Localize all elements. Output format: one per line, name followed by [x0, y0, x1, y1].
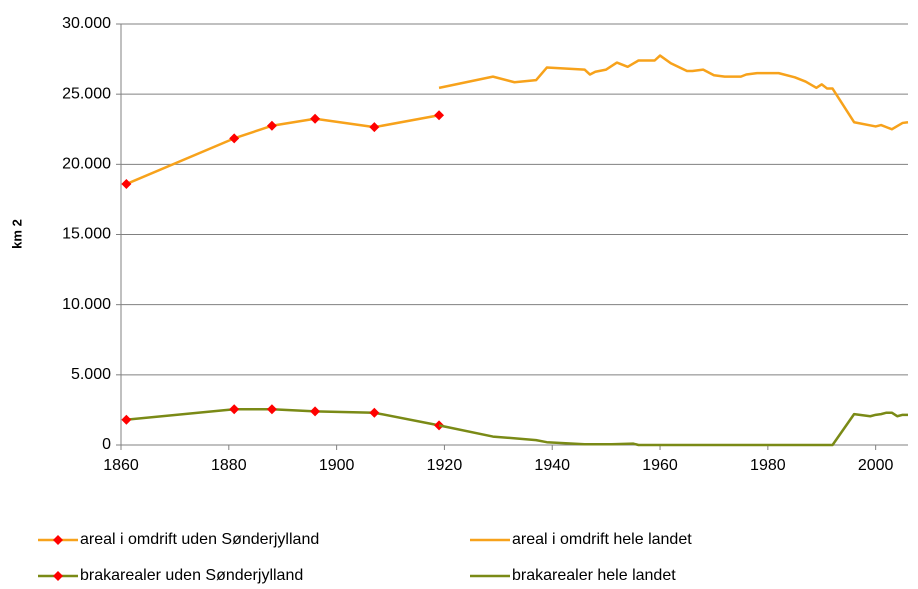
marker [310, 406, 321, 417]
marker [121, 414, 132, 425]
marker [121, 178, 132, 189]
series-line [125, 113, 440, 186]
marker [369, 122, 380, 133]
y-tick-label: 25.000 [62, 85, 111, 102]
legend-label: areal i omdrift hele landet [512, 531, 692, 548]
y-tick-label: 30.000 [62, 15, 111, 32]
legend-label: areal i omdrift uden Sønderjylland [80, 531, 319, 548]
y-axis-label: km 2 [9, 219, 24, 249]
marker [266, 404, 277, 415]
marker [266, 120, 277, 131]
x-tick-label: 1860 [103, 457, 139, 474]
legend-label: brakarealer hele landet [512, 567, 676, 584]
series-line [126, 407, 440, 427]
y-tick-label: 10.000 [62, 296, 111, 313]
marker [229, 133, 240, 144]
y-tick-label: 15.000 [62, 226, 111, 243]
marker [310, 113, 321, 124]
x-tick-label: 1980 [750, 457, 786, 474]
series-line [438, 54, 909, 131]
x-tick-label: 2000 [858, 457, 894, 474]
marker [434, 110, 445, 121]
marker [229, 404, 240, 415]
legend-marker [53, 535, 63, 545]
x-tick-label: 1960 [642, 457, 678, 474]
legend-marker [53, 571, 63, 581]
y-tick-label: 20.000 [62, 156, 111, 173]
x-tick-label: 1900 [319, 457, 355, 474]
series-line [438, 411, 908, 447]
x-tick-label: 1880 [211, 457, 247, 474]
x-tick-label: 1940 [534, 457, 570, 474]
y-tick-label: 0 [102, 436, 111, 453]
marker [369, 407, 380, 418]
x-tick-label: 1920 [427, 457, 463, 474]
y-tick-label: 5.000 [71, 366, 111, 383]
legend-label: brakarealer uden Sønderjylland [80, 567, 303, 584]
